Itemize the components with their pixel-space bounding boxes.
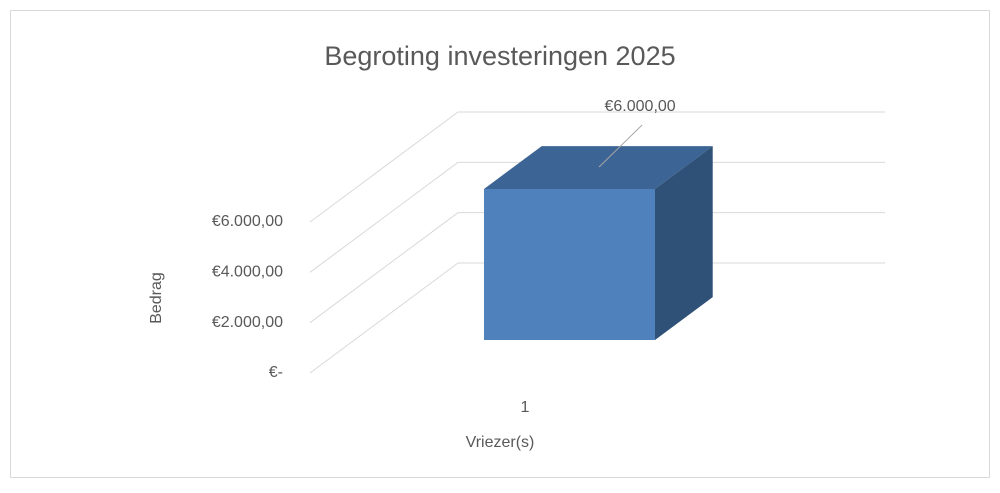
y-tick-label: €4.000,00 xyxy=(212,264,283,281)
bar-top xyxy=(484,146,713,189)
leader-line xyxy=(598,124,643,168)
x-axis-title: Vriezer(s) xyxy=(466,434,535,451)
y-axis-title: Bedrag xyxy=(148,272,165,324)
y-tick-label: €2.000,00 xyxy=(212,314,283,331)
bar-side xyxy=(655,146,713,340)
grid-line xyxy=(309,161,459,273)
y-tick-label: €- xyxy=(269,364,283,381)
data-label: €6.000,00 xyxy=(605,98,676,115)
grid-line xyxy=(309,262,459,374)
chart-title: Begroting investeringen 2025 xyxy=(324,41,675,71)
bar xyxy=(484,189,655,340)
x-tick-label: 1 xyxy=(521,399,530,416)
grid-line xyxy=(309,111,459,223)
grid-line xyxy=(309,212,459,324)
y-tick-label: €6.000,00 xyxy=(212,213,283,230)
